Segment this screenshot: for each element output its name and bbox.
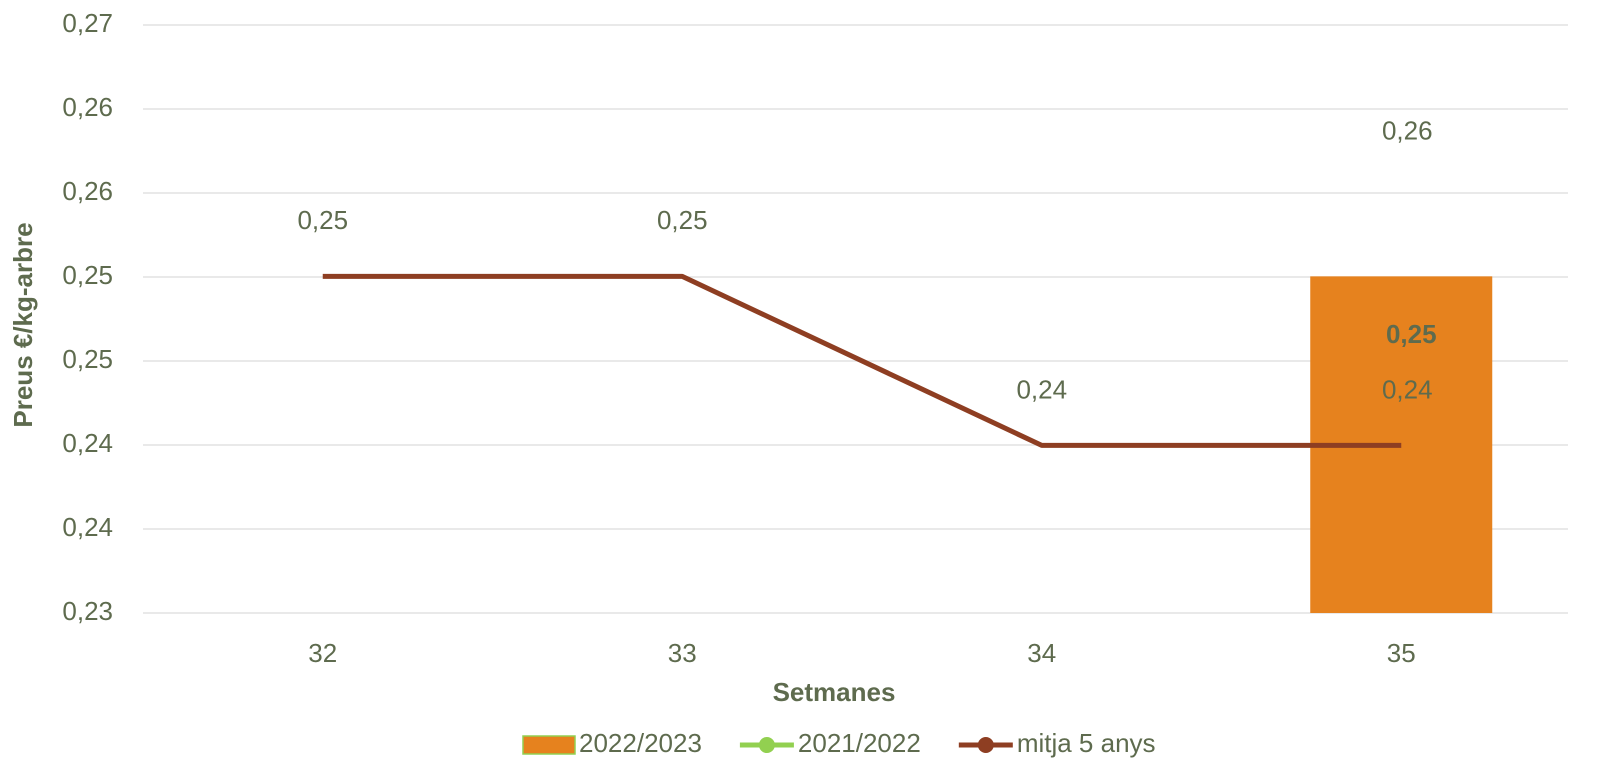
line-point: [1397, 183, 1405, 191]
y-tick-label: 0,26: [62, 176, 113, 206]
y-tick-label: 0,23: [62, 596, 113, 626]
line-value-label: 0,26: [1382, 116, 1433, 146]
bar-value-label: 0,25: [1386, 319, 1437, 349]
line-value-label: 0,25: [297, 205, 348, 235]
y-tick-label: 0,24: [62, 512, 113, 542]
legend-label: 2022/2023: [579, 728, 702, 758]
x-axis-title: Setmanes: [773, 677, 896, 707]
x-tick-label: 33: [668, 638, 697, 668]
line-value-label: 0,25: [657, 205, 708, 235]
legend-label: 2021/2022: [798, 728, 921, 758]
y-tick-label: 0,24: [62, 428, 113, 458]
line-value-label: 0,24: [1382, 374, 1433, 404]
legend-marker: [977, 737, 994, 753]
line: [322, 273, 1402, 448]
line-value-label: 0,24: [1016, 374, 1067, 404]
x-tick-label: 32: [308, 638, 337, 668]
y-axis-title: Preus €/kg-arbre: [8, 222, 38, 427]
y-tick-label: 0,25: [62, 344, 113, 374]
x-tick-label: 34: [1027, 638, 1056, 668]
y-tick-label: 0,26: [62, 92, 113, 122]
legend-label: mitja 5 anys: [1017, 728, 1156, 758]
legend-marker: [758, 737, 775, 753]
y-tick-label: 0,25: [62, 260, 113, 290]
y-tick-label: 0,27: [62, 8, 113, 38]
x-tick-label: 35: [1387, 638, 1416, 668]
legend-swatch: [522, 735, 576, 755]
